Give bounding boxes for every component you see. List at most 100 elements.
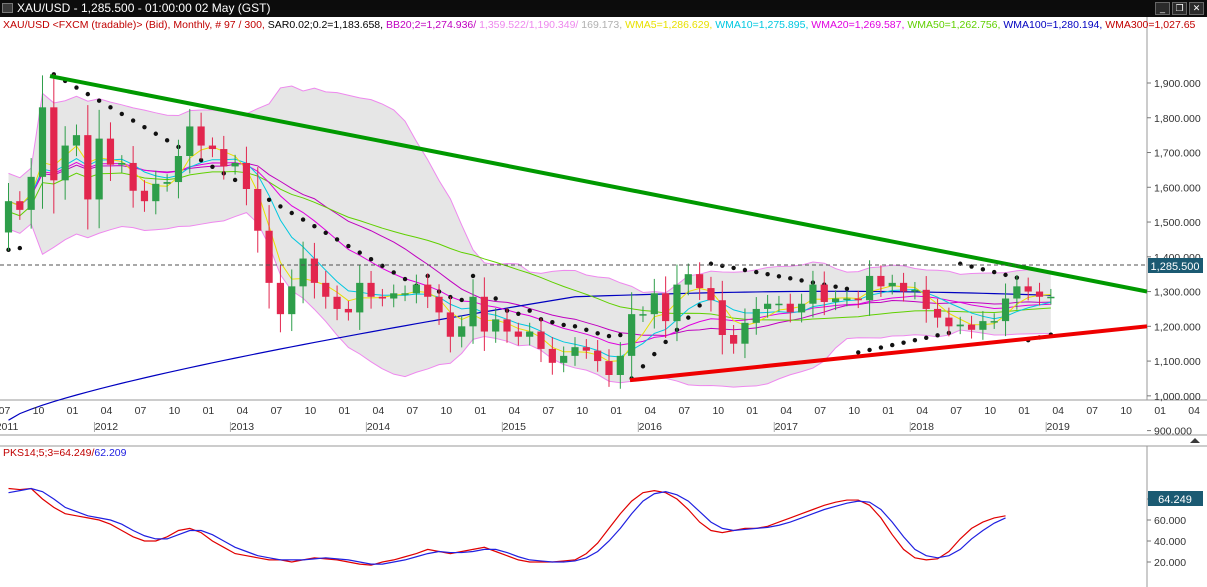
candle-body: [899, 282, 908, 292]
legend: XAU/USD <FXCM (tradable)> (Bid), Monthly…: [3, 19, 1196, 31]
candle-body: [650, 293, 658, 315]
price-label-box: 1,285.500: [1148, 258, 1203, 273]
candle-body: [299, 258, 307, 287]
candle-body: [61, 145, 69, 181]
price-label: 1,285.500: [1151, 261, 1200, 273]
month-tick-label: 01: [610, 405, 622, 417]
year-tick-label: 2019: [1047, 421, 1071, 433]
osc-tick-label: 40.000: [1154, 536, 1186, 548]
restore-button[interactable]: ❐: [1172, 2, 1187, 15]
candle-body: [809, 284, 817, 304]
candle-body: [333, 296, 341, 309]
candle-body: [208, 145, 217, 150]
sar-dot: [663, 339, 668, 345]
oscillator-title: PKS14;5;3=64.249/62.209: [3, 447, 127, 459]
sar-dot: [459, 297, 464, 303]
sar-dot: [969, 264, 974, 269]
sar-dot: [130, 118, 136, 123]
price-tick-label: 1,000.000: [1154, 391, 1201, 403]
candle-body: [492, 319, 500, 332]
window-controls: _ ❐ ✕: [1155, 2, 1204, 15]
candle-body: [831, 298, 840, 302]
candle-body: [220, 149, 228, 167]
month-tick-label: 04: [780, 405, 792, 417]
candle-body: [933, 308, 942, 318]
candle-body: [480, 296, 488, 332]
sar-dot: [164, 138, 170, 143]
month-tick-label: 04: [509, 405, 521, 417]
candle-body: [129, 162, 137, 191]
candle-body: [956, 324, 964, 327]
candle-body: [594, 350, 602, 362]
sar-dot: [935, 333, 940, 338]
candle-body: [1047, 296, 1055, 299]
minimize-button[interactable]: _: [1155, 2, 1170, 15]
sar-dot: [323, 230, 328, 236]
time-axis: 04 07 10 01 04 07 10 01 04 07 10 01 04 07 10 01 04 07 10 01…: [0, 405, 1200, 433]
stochastic-oscillator: [8, 487, 1006, 566]
sar-dot: [742, 267, 748, 273]
sar-dot: [210, 164, 215, 169]
sar-dot: [266, 197, 272, 202]
candle-body: [696, 274, 704, 289]
sar-dot: [901, 340, 906, 345]
sar-dot: [527, 308, 532, 313]
legend-item: 169.173,: [578, 19, 622, 31]
sar-dot: [697, 303, 702, 308]
sar-dot: [561, 322, 566, 328]
candle-body: [50, 107, 58, 181]
candle-body: [945, 317, 953, 327]
sar-dot: [198, 157, 204, 163]
candle-body: [106, 138, 115, 165]
price-tick-label: 1,200.000: [1154, 321, 1201, 333]
sar-dot: [640, 364, 646, 369]
year-tick-label: 2011: [0, 421, 18, 433]
sar-dot: [232, 177, 238, 183]
month-tick-label: 10: [305, 405, 317, 417]
candle-body: [390, 293, 398, 299]
candle-body: [990, 321, 998, 323]
sar-dot: [300, 217, 306, 222]
candle-body: [174, 155, 183, 183]
candle-body: [435, 296, 443, 313]
price-tick-label: 1,900.000: [1154, 78, 1201, 90]
sar-dot: [686, 315, 691, 320]
sar-dot: [720, 263, 725, 269]
window-title: XAU/USD - 1,285.500 - 01:00:00 02 May (G…: [17, 1, 271, 15]
candle-body: [798, 303, 806, 313]
year-tick-label: 2013: [231, 421, 255, 433]
chart-canvas[interactable]: 900.0001,000.0001,100.0001,200.0001,300.…: [0, 17, 1207, 587]
month-tick-label: 04: [1188, 405, 1200, 417]
price-tick-label: 1,800.000: [1154, 113, 1201, 125]
oscillator-label-box: 64.249: [1148, 491, 1203, 506]
close-button[interactable]: ✕: [1189, 2, 1204, 15]
price-tick-label: 1,100.000: [1154, 356, 1201, 368]
sar-dot: [788, 276, 793, 281]
sar-dot: [833, 284, 838, 289]
expand-pane-icon[interactable]: [1190, 438, 1200, 443]
candle-body: [877, 275, 885, 287]
month-tick-label: 07: [1086, 405, 1098, 417]
year-tick-label: 2018: [911, 421, 935, 433]
candle-body: [616, 355, 624, 375]
candle-body: [288, 286, 296, 315]
candle-body: [1035, 291, 1044, 297]
candle-body: [254, 189, 262, 231]
candle-body: [4, 201, 13, 233]
sar-dot: [85, 91, 91, 97]
legend-item: WMA100=1,280.194,: [1000, 19, 1102, 31]
candle-body: [730, 335, 738, 344]
candle-body: [673, 284, 681, 322]
month-tick-label: 07: [542, 405, 554, 417]
sar-dot: [119, 111, 125, 117]
sar-dot: [754, 269, 759, 275]
stochastic-k-line: [8, 487, 1006, 566]
legend-item: BB20;2=1,274.936/: [383, 19, 476, 31]
sar-dot: [402, 276, 408, 282]
legend-item: 1,359.522/1,190.349/: [476, 19, 578, 31]
candle-body: [718, 300, 726, 336]
sar-dot: [731, 265, 736, 271]
month-tick-label: 01: [475, 405, 487, 417]
candle-body: [186, 126, 194, 156]
candle-body: [967, 324, 976, 330]
